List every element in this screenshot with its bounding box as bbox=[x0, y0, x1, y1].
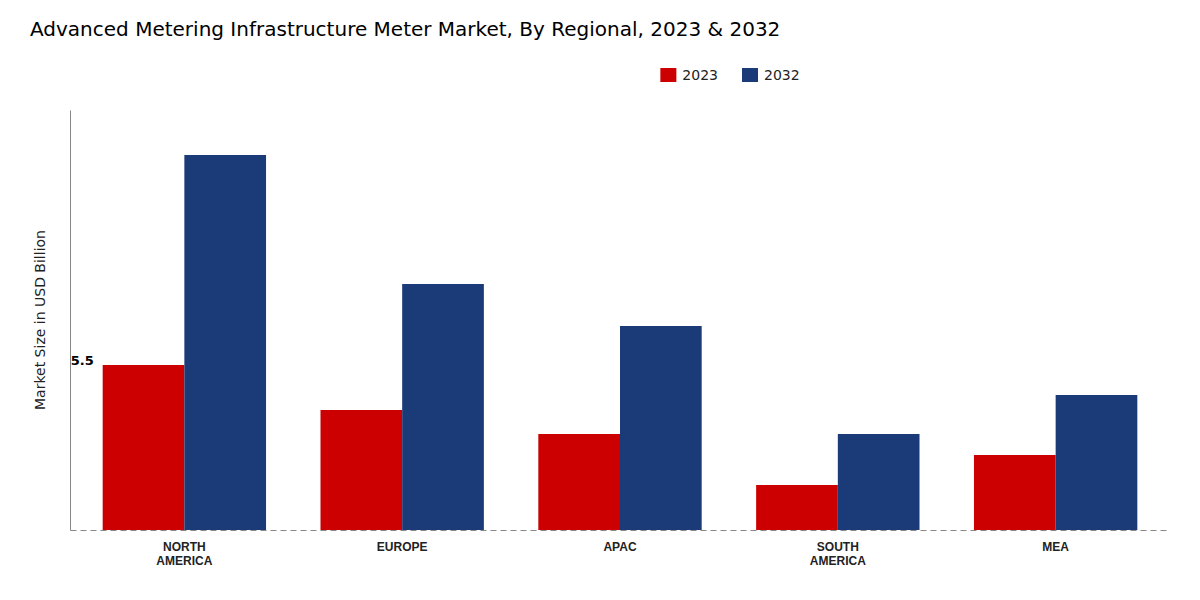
bar bbox=[320, 410, 402, 530]
legend: 2023 2032 bbox=[660, 67, 799, 83]
bar-series bbox=[184, 155, 1137, 530]
bars bbox=[103, 155, 1138, 530]
x-axis-line bbox=[71, 530, 1171, 531]
legend-swatch bbox=[742, 68, 758, 82]
y-axis bbox=[70, 111, 71, 531]
legend-label: 2023 bbox=[682, 67, 718, 83]
annotation: 5.5 bbox=[71, 353, 94, 368]
x-tick-label: NORTHAMERICA bbox=[156, 540, 212, 568]
legend-item: 2032 bbox=[742, 67, 800, 83]
y-axis-line bbox=[70, 111, 71, 531]
bar bbox=[184, 155, 266, 530]
legend-swatch bbox=[660, 68, 676, 82]
x-tick: EUROPE bbox=[377, 540, 428, 554]
bar bbox=[974, 455, 1056, 530]
bar bbox=[1056, 395, 1138, 530]
bar bbox=[402, 284, 484, 530]
x-tick-label: APAC bbox=[603, 540, 636, 554]
legend-label: 2032 bbox=[764, 67, 800, 83]
x-tick-label: MEA bbox=[1042, 540, 1069, 554]
bar bbox=[538, 434, 620, 530]
bar bbox=[838, 434, 920, 530]
x-tick-label: SOUTHAMERICA bbox=[810, 540, 866, 568]
x-tick-label: EUROPE bbox=[377, 540, 428, 554]
x-tick: NORTHAMERICA bbox=[156, 540, 212, 568]
x-axis: NORTHAMERICA EUROPE APAC SOUTHAMERICA MEA bbox=[71, 531, 1171, 568]
legend-item: 2023 bbox=[660, 67, 718, 83]
x-tick: APAC bbox=[603, 540, 636, 554]
title: Advanced Metering Infrastructure Meter M… bbox=[30, 17, 780, 41]
x-tick: MEA bbox=[1042, 540, 1069, 554]
bar bbox=[756, 485, 838, 530]
x-tick: SOUTHAMERICA bbox=[810, 540, 866, 568]
chart: NORTHAMERICA EUROPE APAC SOUTHAMERICA MEA Mar… bbox=[0, 0, 1200, 600]
bar bbox=[103, 365, 185, 530]
plot-area: NORTHAMERICA EUROPE APAC SOUTHAMERICA MEA bbox=[71, 111, 1171, 568]
y-axis-title: Market Size in USD Billion bbox=[32, 230, 48, 410]
bar bbox=[620, 326, 702, 530]
